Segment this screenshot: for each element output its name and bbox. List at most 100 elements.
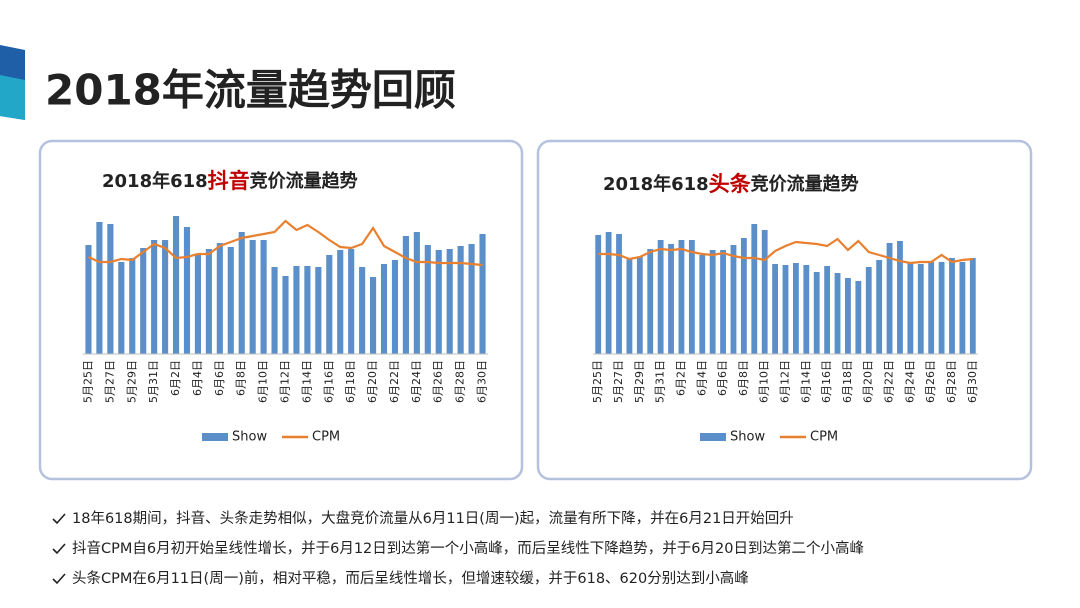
x-tick-label: 6月20日 [862,360,875,403]
chart-title-part: 抖音 [208,169,250,193]
bar [162,240,169,354]
bar [626,258,633,354]
bar [216,243,223,354]
bar [151,240,158,354]
bar [959,262,966,354]
bar [876,260,883,354]
bar [949,258,955,354]
bar [907,263,914,354]
x-tick-label: 6月22日 [883,360,896,403]
bar [688,240,695,354]
bar [969,258,976,354]
chart-title-part: 头条 [709,172,752,196]
check-icon [52,573,66,585]
x-tick-label: 6月24日 [410,360,423,403]
x-tick-label: 6月12日 [279,360,292,403]
bar [782,265,789,354]
legend-label: Show [232,430,267,445]
bar [917,264,924,354]
note: 头条CPM在6月11日(周一)前，相对平稳，而后呈线性增长，但增速较缓，并于61… [72,569,749,587]
bar [886,243,893,354]
x-tick-label: 6月10日 [758,360,771,403]
bar [740,238,747,354]
bar [107,224,114,354]
bar [720,250,726,354]
bar [636,257,643,354]
bar [315,267,322,354]
legend-label: Show [730,430,765,445]
bar [249,240,256,354]
page-title: 2018年流量趋势回顾 [45,66,456,115]
x-tick-label: 6月4日 [695,360,708,396]
bar [865,267,872,354]
x-tick-label: 6月16日 [820,360,833,403]
bar [282,276,289,354]
panel [38,139,524,481]
bar [413,232,420,354]
note: 抖音CPM自6月初开始呈线性增长，并于6月12日到达第一个小高峰，而后呈线性下降… [72,539,864,557]
bar [129,258,136,354]
bar [260,240,267,354]
bar [85,245,92,354]
x-tick-label: 5月25日 [81,360,94,403]
chart-title-part: 竞价流量趋势 [250,170,358,192]
x-tick-label: 5月25日 [591,360,604,403]
bar [238,232,245,354]
x-tick-label: 5月29日 [633,360,646,403]
bar [359,267,366,354]
chart-title: 2018年618抖音竞价流量趋势 [102,169,358,193]
bar [772,264,779,354]
bar [468,244,475,354]
legend-label: CPM [312,430,340,445]
x-tick-label: 5月31日 [654,360,667,403]
x-tick-label: 6月30日 [476,360,489,403]
bar [227,247,234,354]
bar [897,241,903,354]
notes: 18年618期间，抖音、头条走势相似，大盘竞价流量从6月11日(周一)起，流量有… [52,509,864,587]
x-tick-label: 6月26日 [432,360,445,403]
bar [668,244,674,354]
x-tick-label: 6月28日 [454,360,467,403]
line [88,219,483,267]
bar [293,266,300,354]
x-tick-label: 6月8日 [737,360,750,396]
bar [457,246,464,354]
bar [435,250,442,354]
x-tick-label: 6月14日 [799,360,812,403]
bar [380,264,388,354]
x-tick-label: 6月18日 [841,360,854,403]
x-tick-label: 6月18日 [344,360,357,403]
legend-swatch [700,433,726,441]
bar [337,250,344,354]
x-tick-label: 5月27日 [103,360,116,403]
bar [304,266,311,354]
x-tick-label: 6月16日 [322,360,335,403]
check-icon [52,543,66,555]
bar [792,263,799,354]
bar [824,266,831,354]
bar [370,277,377,354]
chart-title: 2018年618头条竞价流量趋势 [603,172,859,196]
bar [326,255,333,354]
bar [803,265,810,354]
x-tick-label: 6月10日 [257,360,270,403]
x-tick-label: 6月8日 [235,360,248,396]
legend-label: CPM [810,430,838,445]
bar [479,234,486,354]
bar [761,230,768,354]
x-tick-label: 6月6日 [716,360,729,396]
x-tick-label: 6月12日 [779,360,792,403]
bar [96,222,103,354]
bar [605,232,612,354]
x-tick-label: 6月24日 [903,360,916,403]
bar [391,260,399,354]
bar [446,249,453,354]
x-tick-label: 6月22日 [388,360,401,403]
bar [834,273,841,354]
check-icon [52,513,66,525]
chart-title-part: 竞价流量趋势 [751,173,859,195]
x-tick-label: 5月31日 [147,360,160,403]
bar [657,240,664,354]
bar [271,267,278,354]
